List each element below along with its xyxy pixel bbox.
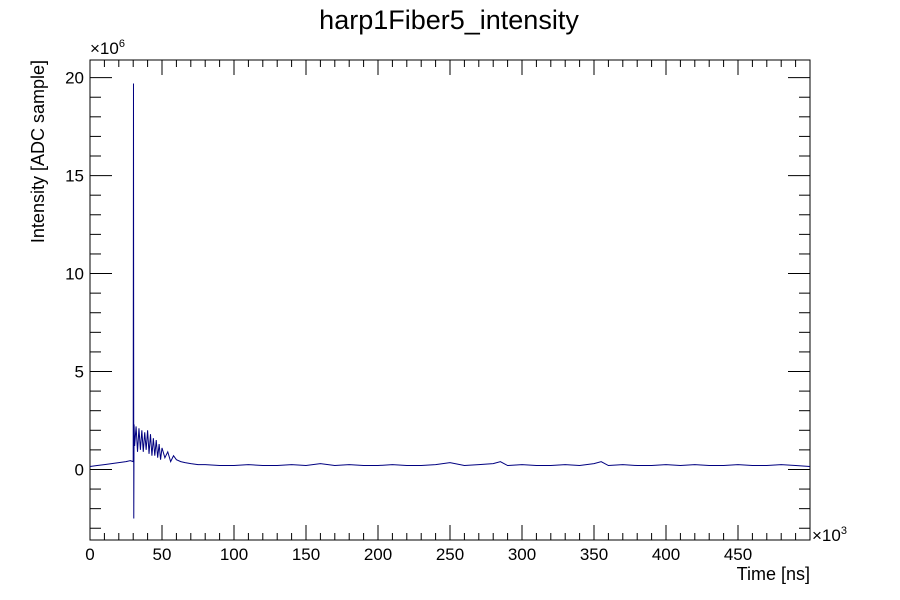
x-tick-label: 200 — [364, 545, 392, 564]
x-tick-labels: 0 50 100 150 200 250 300 350 400 450 — [85, 545, 752, 564]
y-exponent-label: ×106 — [90, 38, 125, 58]
axis-ticks — [89, 60, 811, 540]
x-tick-label: 250 — [436, 545, 464, 564]
x-axis-label: Time [ns] — [737, 564, 810, 584]
y-tick-label: 5 — [75, 363, 84, 382]
x-tick-label: 0 — [85, 545, 94, 564]
x-tick-label: 300 — [508, 545, 536, 564]
y-tick-label: 0 — [75, 460, 84, 479]
x-tick-label: 150 — [292, 545, 320, 564]
y-axis-label: Intensity [ADC sample] — [28, 60, 48, 243]
x-exponent-label: ×103 — [812, 525, 847, 545]
y-tick-label: 20 — [65, 69, 84, 88]
x-tick-label: 450 — [724, 545, 752, 564]
y-tick-label: 15 — [65, 167, 84, 186]
x-tick-label: 100 — [220, 545, 248, 564]
series-line-intensity — [89, 83, 811, 519]
x-tick-label: 350 — [580, 545, 608, 564]
y-tick-label: 10 — [65, 265, 84, 284]
x-tick-label: 400 — [652, 545, 680, 564]
y-tick-labels: 0 5 10 15 20 — [65, 69, 84, 480]
chart-title: harp1Fiber5_intensity — [319, 5, 579, 35]
x-tick-label: 50 — [153, 545, 172, 564]
plot-frame — [89, 59, 811, 541]
